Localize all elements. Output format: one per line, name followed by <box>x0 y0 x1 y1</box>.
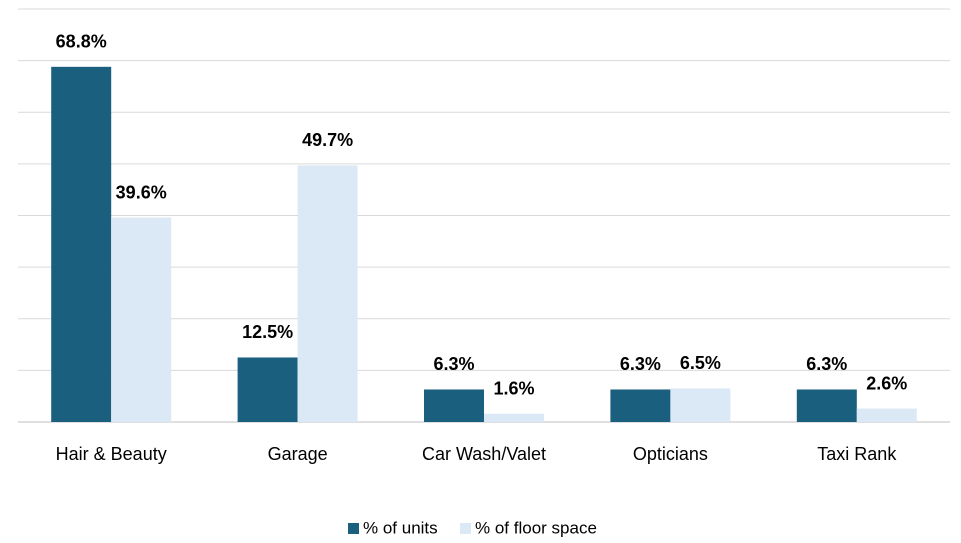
legend-label: % of floor space <box>475 518 597 537</box>
data-label: 6.3% <box>433 354 474 374</box>
data-label: 49.7% <box>302 130 353 150</box>
bar <box>297 165 358 422</box>
data-label: 39.6% <box>116 182 167 202</box>
data-label: 1.6% <box>493 378 534 398</box>
bar <box>237 357 298 422</box>
bar <box>484 413 544 422</box>
data-label: 2.6% <box>866 373 907 393</box>
bar <box>856 408 917 422</box>
legend-swatch <box>348 523 359 534</box>
bar <box>796 389 857 422</box>
bar <box>424 389 484 422</box>
data-label: 6.3% <box>806 354 847 374</box>
bar <box>610 389 671 422</box>
data-label: 68.8% <box>56 32 107 52</box>
data-label: 6.5% <box>680 353 721 373</box>
x-tick-label: Opticians <box>633 444 708 464</box>
legend-swatch <box>460 523 471 534</box>
bar <box>51 66 112 422</box>
x-tick-label: Taxi Rank <box>817 444 897 464</box>
data-label: 12.5% <box>242 322 293 342</box>
x-tick-label: Hair & Beauty <box>56 444 167 464</box>
bar <box>111 217 172 422</box>
legend-label: % of units <box>363 518 438 537</box>
data-label: 6.3% <box>620 354 661 374</box>
x-tick-label: Car Wash/Valet <box>422 444 546 464</box>
bar <box>670 388 731 422</box>
x-tick-label: Garage <box>268 444 328 464</box>
